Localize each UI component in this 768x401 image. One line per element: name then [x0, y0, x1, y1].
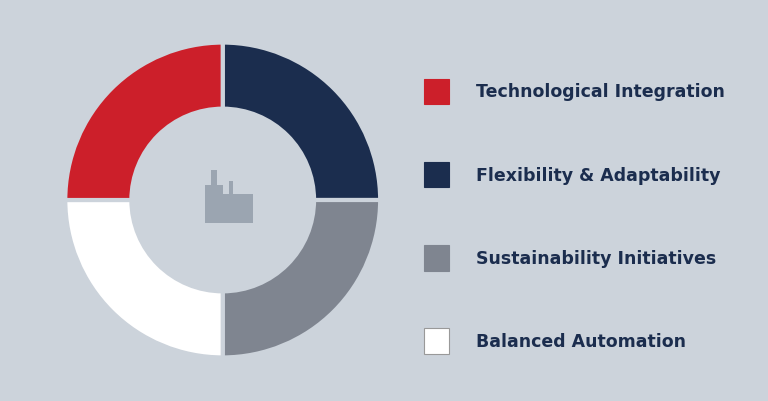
- Text: Balanced Automation: Balanced Automation: [476, 332, 686, 350]
- Polygon shape: [205, 186, 223, 194]
- FancyBboxPatch shape: [424, 79, 449, 105]
- Polygon shape: [205, 194, 253, 223]
- Wedge shape: [65, 200, 223, 358]
- Polygon shape: [210, 171, 217, 186]
- Wedge shape: [223, 43, 380, 200]
- FancyBboxPatch shape: [424, 245, 449, 271]
- Polygon shape: [229, 181, 233, 194]
- Text: Flexibility & Adaptability: Flexibility & Adaptability: [476, 166, 720, 184]
- Wedge shape: [65, 43, 223, 200]
- Text: Sustainability Initiatives: Sustainability Initiatives: [476, 249, 717, 267]
- FancyBboxPatch shape: [424, 329, 449, 354]
- Wedge shape: [223, 200, 380, 358]
- FancyBboxPatch shape: [424, 163, 449, 188]
- Text: Technological Integration: Technological Integration: [476, 83, 725, 101]
- Polygon shape: [205, 186, 223, 223]
